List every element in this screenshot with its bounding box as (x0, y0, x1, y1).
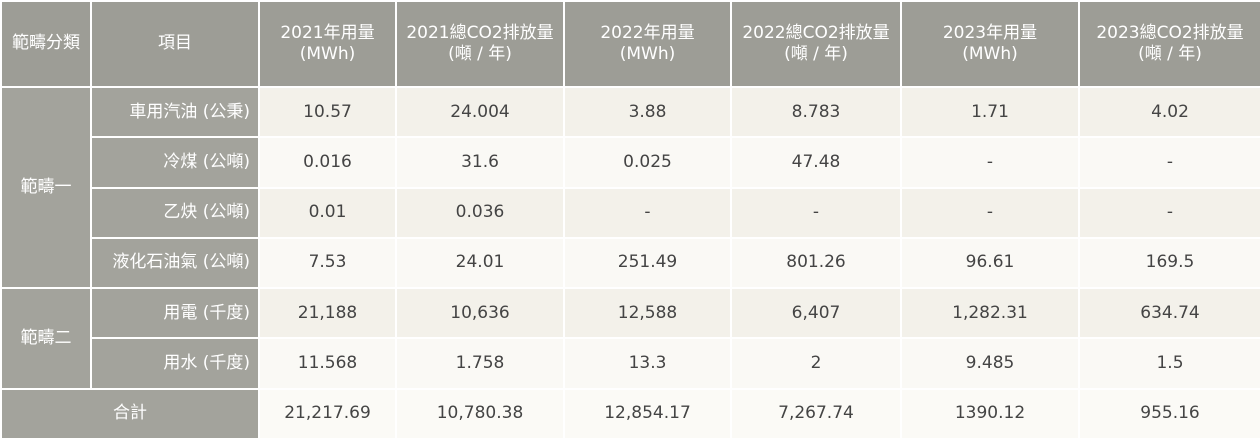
group-cell: 範疇二 (0, 287, 92, 390)
value-cell: 96.61 (900, 236, 1080, 290)
value-cell: 1.5 (1078, 337, 1260, 390)
table-body: 範疇一 車用汽油 (公秉) 10.57 24.004 3.88 8.783 1.71 4.02… (0, 85, 1260, 440)
group-cell: 範疇一 (0, 85, 92, 290)
value-cell: 24.004 (395, 85, 565, 139)
total-value: 1390.12 (900, 387, 1080, 440)
item-cell: 冷煤 (公噸) (90, 136, 260, 189)
item-cell: 車用汽油 (公秉) (90, 85, 260, 139)
value-cell: 3.88 (563, 85, 732, 139)
value-cell: 31.6 (395, 136, 565, 189)
total-value: 12,854.17 (563, 387, 732, 440)
value-cell: 169.5 (1078, 236, 1260, 290)
table-row: 乙炔 (公噸) 0.01 0.036- - - - (1, 186, 1260, 239)
total-row: 合計 21,217.69 10,780.38 12,854.17 7,267.74 139… (0, 387, 1260, 440)
table-row: 冷煤 (公噸) 0.016 31.6 0.025 47.48- - (1, 136, 1260, 189)
value-cell: 7.53 (258, 236, 397, 290)
item-cell: 用電 (千度) (90, 287, 260, 340)
header-cell: 2023年用量 (MWh) (900, 0, 1080, 88)
header-cell: 2023總CO2排放量 (噸 / 年) (1078, 0, 1260, 88)
value-cell: - (730, 186, 902, 239)
header-cell: 項目 (90, 0, 260, 88)
table-row: 範疇一 車用汽油 (公秉) 10.57 24.004 3.88 8.783 1.71 4.02 (0, 85, 1260, 290)
value-cell: 24.01 (395, 236, 565, 290)
value-cell: 8.783 (730, 85, 902, 139)
value-cell: 10,636 (395, 287, 565, 340)
total-label: 合計 (0, 387, 260, 440)
value-cell: 9.485 (900, 337, 1080, 390)
total-value: 21,217.69 (258, 387, 397, 440)
value-cell: 4.02 (1078, 85, 1260, 139)
value-cell: 634.74 (1078, 287, 1260, 340)
header-row: 範疇分類 項目 2021年用量 (MWh) 2021總CO2排放量 (噸 / 年) 20… (0, 0, 1260, 88)
value-cell: 11.568 (258, 337, 397, 390)
value-cell: 1.71 (900, 85, 1080, 139)
item-cell: 液化石油氣 (公噸) (90, 236, 260, 290)
value-cell: - (1078, 186, 1260, 239)
header-cell: 範疇分類 (0, 0, 92, 88)
value-cell: 10.57 (258, 85, 397, 139)
value-cell: - (900, 186, 1080, 239)
value-cell: 6,407 (730, 287, 902, 340)
value-cell: 251.49 (563, 236, 732, 290)
value-cell: - (1078, 136, 1260, 189)
value-cell: 0.016 (258, 136, 397, 189)
value-cell: 1.758 (395, 337, 565, 390)
value-cell: 1,282.31 (900, 287, 1080, 340)
value-cell: - (563, 186, 732, 239)
value-cell: 0.036 (395, 186, 565, 239)
value-cell: 0.01 (258, 186, 397, 239)
value-cell: 13.3 (563, 337, 732, 390)
table-row: 用水 (千度) 11.568 1.758 13.3 2 9.485 1.5 (1, 337, 1260, 390)
value-cell: - (900, 136, 1080, 189)
item-cell: 用水 (千度) (90, 337, 260, 390)
total-value: 955.16 (1078, 387, 1260, 440)
value-cell: 21,188 (258, 287, 397, 340)
header-cell: 2022總CO2排放量 (噸 / 年) (730, 0, 902, 88)
table-row: 範疇二 用電 (千度) 21,188 10,636 12,588 6,407 1,282.3… (0, 287, 1260, 390)
total-value: 10,780.38 (395, 387, 565, 440)
table-row: 液化石油氣 (公噸) 7.53 24.01 251.49 801.26 96.61 169.… (1, 236, 1260, 290)
value-cell: 47.48 (730, 136, 902, 189)
header-cell: 2021總CO2排放量 (噸 / 年) (395, 0, 565, 88)
value-cell: 12,588 (563, 287, 732, 340)
value-cell: 0.025 (563, 136, 732, 189)
header-cell: 2022年用量 (MWh) (563, 0, 732, 88)
value-cell: 2 (730, 337, 902, 390)
total-value: 7,267.74 (730, 387, 902, 440)
header-cell: 2021年用量 (MWh) (258, 0, 397, 88)
value-cell: 801.26 (730, 236, 902, 290)
item-cell: 乙炔 (公噸) (90, 186, 260, 239)
